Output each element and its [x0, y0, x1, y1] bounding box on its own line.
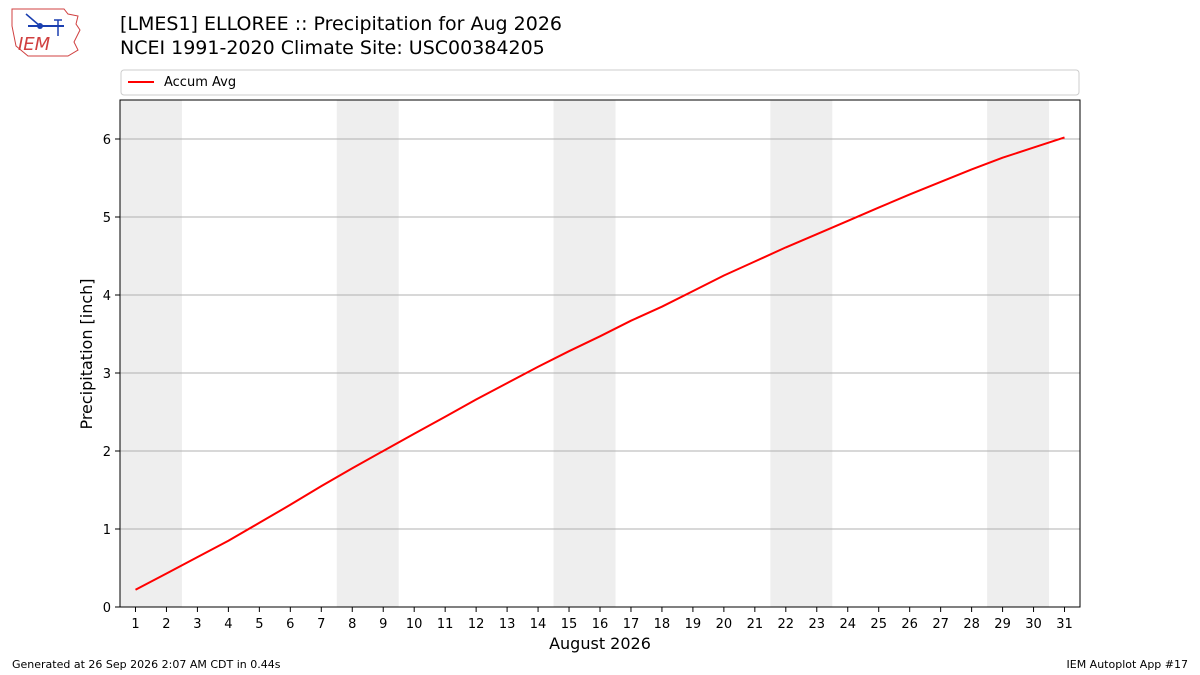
title-line-2: NCEI 1991-2020 Climate Site: USC00384205 [120, 37, 545, 59]
y-tick-label: 3 [103, 367, 111, 382]
y-tick-label: 1 [103, 523, 111, 538]
x-tick-label: 31 [1056, 617, 1073, 632]
x-tick-label: 1 [131, 617, 139, 632]
weekend-band [770, 100, 833, 607]
x-tick-label: 24 [839, 617, 856, 632]
x-tick-label: 30 [1025, 617, 1042, 632]
x-tick-label: 19 [685, 617, 702, 632]
series-group [135, 136, 1065, 591]
x-tick-label: 20 [716, 617, 733, 632]
weekend-band [120, 100, 182, 607]
weekend-band [987, 100, 1050, 607]
x-tick-label: 27 [932, 617, 949, 632]
iem-logo-icon: IEM [11, 8, 81, 57]
x-axis-label: August 2026 [549, 634, 651, 653]
x-tick-label: 4 [224, 617, 232, 632]
app-label: IEM Autoplot App #17 [1066, 658, 1189, 671]
x-tick-label: 29 [994, 617, 1011, 632]
x-tick-label: 3 [193, 617, 201, 632]
x-tick-label: 12 [468, 617, 485, 632]
y-axis-label: Precipitation [inch] [77, 278, 96, 429]
x-tick-label: 13 [499, 617, 516, 632]
y-tick-label: 5 [103, 211, 111, 226]
x-tick-label: 26 [901, 617, 918, 632]
weekend-bands [120, 100, 1050, 607]
y-tick-label: 6 [103, 133, 111, 148]
x-tick-label: 5 [255, 617, 263, 632]
title-line-1: [LMES1] ELLOREE :: Precipitation for Aug… [120, 13, 563, 35]
x-tick-label: 22 [778, 617, 795, 632]
y-tick-label: 4 [103, 289, 111, 304]
x-tick-label: 8 [348, 617, 356, 632]
x-tick-label: 18 [654, 617, 671, 632]
x-tick-label: 23 [809, 617, 826, 632]
x-tick-label: 21 [747, 617, 764, 632]
x-tick-label: 7 [317, 617, 325, 632]
generated-text: Generated at 26 Sep 2026 2:07 AM CDT in … [12, 658, 281, 671]
x-tick-label: 17 [623, 617, 640, 632]
x-tick-label: 28 [963, 617, 980, 632]
legend-box [120, 69, 1080, 96]
chart-title: [LMES1] ELLOREE :: Precipitation for Aug… [120, 12, 562, 60]
x-axis: 1 2 3 4 5 6 7 8 9 10 11 12 13 14 15 16 17 18 19 20 21 22 23 24 2… [131, 607, 1073, 632]
x-tick-label: 10 [406, 617, 423, 632]
x-tick-label: 9 [379, 617, 387, 632]
x-tick-label: 25 [870, 617, 887, 632]
y-tick-label: 2 [103, 445, 111, 460]
logo-text: IEM [18, 34, 51, 55]
x-tick-label: 6 [286, 617, 294, 632]
y-axis: 0 1 2 3 4 5 6 [103, 133, 120, 616]
legend: Accum Avg [120, 69, 1080, 96]
x-tick-label: 2 [162, 617, 170, 632]
x-tick-label: 11 [437, 617, 454, 632]
series-line-accum-avg [135, 136, 1065, 591]
weekend-band [336, 100, 399, 607]
y-tick-label: 0 [103, 601, 111, 616]
x-tick-label: 16 [592, 617, 609, 632]
legend-label: Accum Avg [164, 75, 236, 90]
x-tick-label: 15 [561, 617, 578, 632]
x-tick-label: 14 [530, 617, 547, 632]
